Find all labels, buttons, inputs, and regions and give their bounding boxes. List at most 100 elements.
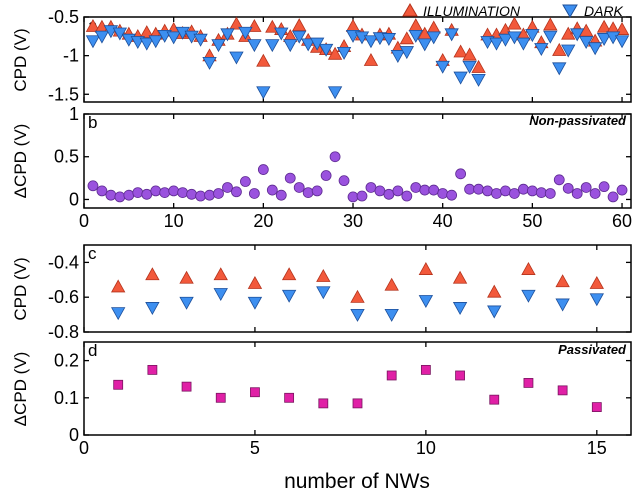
panel-b-dcpd-point — [248, 188, 260, 199]
panel-b-dcpd-point — [374, 185, 386, 197]
legend-illumination-marker — [402, 3, 418, 17]
panel-c-dark-point — [452, 302, 468, 315]
panel-a-dark-point — [274, 27, 289, 41]
panel-c-illumination-point — [384, 277, 399, 291]
panel-a-dark-point — [193, 33, 208, 47]
panel-b-dcpd-point — [410, 182, 422, 193]
panel-b-ytick-label: 0.5 — [54, 147, 79, 167]
panel-d-dcpd-point — [557, 385, 568, 396]
panel-a-dark-point — [327, 86, 343, 100]
panel-a-illumination-point — [229, 16, 244, 30]
panel-d-ylabel: ΔCPD (V) — [11, 352, 30, 427]
panel-d-dcpd-point — [113, 379, 124, 390]
panel-b-dcpd-point — [356, 190, 368, 202]
panel-a-dark-point — [318, 43, 334, 57]
panel-b-dcpd-point — [607, 191, 619, 203]
panel-a-dark-point — [363, 35, 379, 49]
panel-a-illumination-point — [507, 16, 522, 30]
panel-b-dcpd-point — [222, 182, 233, 193]
panel-b-dcpd-point — [482, 185, 493, 197]
panel-a-dark-point — [561, 44, 576, 58]
panel-c-dark-point — [247, 296, 263, 310]
panel-a-dark-point — [435, 60, 450, 74]
panel-b-dcpd-point — [132, 187, 144, 199]
panel-a-dark-point — [283, 39, 298, 53]
panel-a-dark-point — [247, 39, 262, 53]
panel-b-dcpd-point — [159, 187, 171, 199]
x-axis-title: number of NWs — [284, 470, 430, 493]
legend-dark-marker — [562, 4, 578, 18]
panel-b-dcpd-point — [383, 188, 395, 200]
panel-d-dcpd-point — [318, 398, 329, 409]
panel-b-dcpd-point — [526, 185, 538, 197]
panel-d-letter: d — [88, 341, 97, 360]
panel-b-dcpd-point — [553, 174, 565, 186]
panel-b-dcpd-point — [329, 151, 341, 163]
panel-a-ylabel: CPD (V) — [11, 28, 30, 91]
panel-b-xtick-label: 50 — [522, 211, 542, 231]
panel-a-dark-point — [336, 46, 352, 60]
panel-b-xtick-label: 30 — [343, 211, 363, 231]
panel-d-ytick-label: 0.1 — [54, 388, 79, 408]
panel-c-ylabel: CPD (V) — [11, 257, 30, 320]
panel-b-xtick-label: 60 — [612, 211, 632, 231]
panel-b-dcpd-point — [365, 182, 377, 193]
panel-a-dark-point — [408, 29, 423, 43]
panel-d-dcpd-point — [284, 392, 295, 403]
panel-a-illumination-point — [363, 52, 379, 66]
panel-b-dcpd-point — [392, 185, 404, 197]
panel-b-frame — [83, 113, 632, 209]
panel-a-dark-point — [471, 73, 486, 87]
panel-b-ylabel: ΔCPD (V) — [11, 124, 30, 199]
panel-b-letter: b — [88, 113, 97, 132]
panel-b-dcpd-point — [598, 181, 610, 193]
panel-b-dcpd-point — [266, 184, 278, 196]
panel-b-dcpd-point — [302, 187, 314, 199]
panel-c-dark-point — [487, 305, 502, 319]
panel-b-dcpd-point — [616, 184, 628, 196]
panel-d-dcpd-point — [420, 364, 431, 375]
panel-c-illumination-point — [589, 275, 604, 289]
panel-b-dcpd-point — [500, 185, 511, 197]
panel-a-illumination-point — [408, 18, 423, 32]
panel-b-dcpd-point — [517, 183, 529, 195]
panel-a-dark-point — [525, 29, 540, 43]
panel-b-dcpd-point — [347, 191, 359, 203]
panel-c-dark-point — [213, 288, 228, 302]
panel-d-xtick-label: 10 — [416, 438, 436, 458]
panel-c-dark-point — [555, 298, 570, 312]
panel-b-dcpd-point — [293, 182, 305, 193]
legend: ILLUMINATION DARK — [402, 3, 624, 19]
panel-d-dcpd-point — [489, 394, 500, 405]
panel-a-dark-point — [614, 35, 630, 49]
panel-b-dcpd-point — [275, 189, 287, 201]
panel-c-illumination-point — [418, 262, 434, 275]
panel-c-dark-point — [179, 296, 194, 310]
panel-d-dcpd-point — [147, 364, 158, 375]
panel-c-frame — [83, 244, 632, 333]
panel-a-dark-point — [390, 50, 406, 63]
panel-a-dark-point — [381, 33, 397, 46]
legend-dark-label: DARK — [584, 3, 624, 19]
panel-b-xtick-label: 40 — [433, 211, 453, 231]
legend-illumination-label: ILLUMINATION — [423, 3, 521, 19]
panel-c-illumination-point — [452, 270, 468, 284]
panel-a-dark-point — [139, 37, 154, 51]
panel-c-illumination-point — [111, 279, 126, 293]
panel-c-illumination-point — [521, 262, 536, 275]
panel-a-dark-point — [166, 31, 181, 45]
panel-b-dcpd-point — [464, 183, 475, 195]
panel-b-dcpd-point — [141, 188, 153, 200]
panel-a-illumination-point — [85, 18, 101, 32]
panel-d-xtick-label: 15 — [587, 438, 607, 458]
panel-d-dcpd-point — [181, 381, 192, 392]
panel-a-dark-point — [417, 38, 432, 52]
panel-b-dcpd-point — [240, 176, 251, 187]
panel-b-dcpd-point — [544, 188, 556, 199]
panel-b-dcpd-point — [284, 172, 296, 184]
panel-b-dcpd-point — [473, 183, 484, 195]
panel-a-illumination-point — [256, 53, 271, 67]
panel-b-dcpd-point — [150, 185, 162, 197]
panel-a-ytick-label: -1 — [63, 46, 79, 66]
panel-b-xtick-label: 20 — [253, 211, 273, 231]
